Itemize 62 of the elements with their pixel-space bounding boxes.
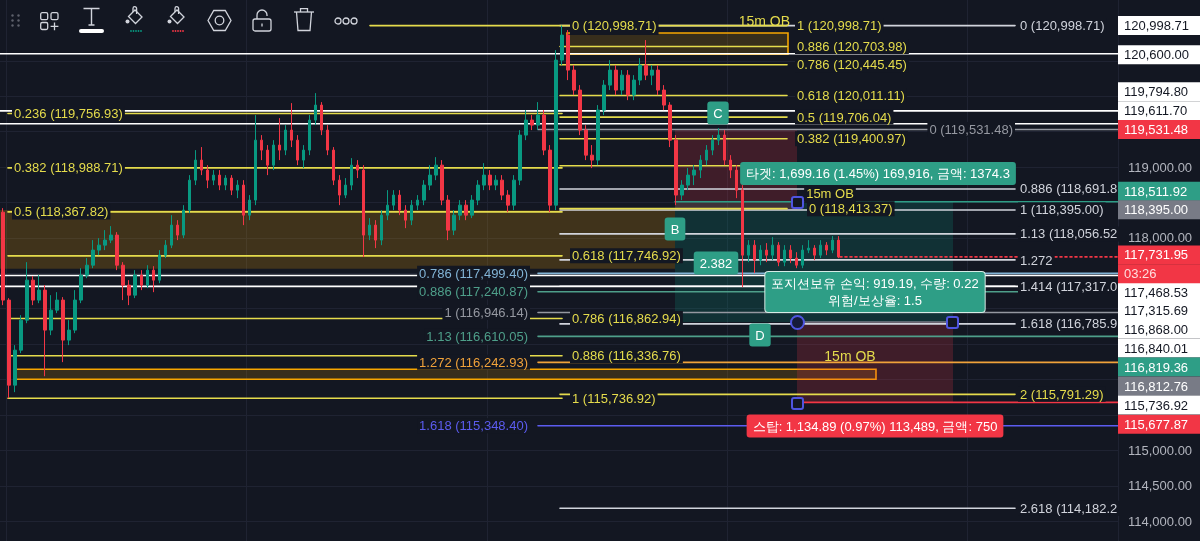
ref-line-label: 1.13 (118,056.52 xyxy=(1020,226,1118,242)
ref-line-label: 0.236 (119,756.93) xyxy=(14,106,123,122)
text: 03:26 xyxy=(1124,266,1157,282)
ref-line-label: 115,677.87 xyxy=(1124,416,1189,432)
annotation: 15m OB xyxy=(806,186,854,201)
text: 116,819.36 xyxy=(1124,359,1189,375)
text: 116,812.76 xyxy=(1124,378,1189,394)
annotation: 2.382 xyxy=(699,255,733,271)
ref-line-label: 1 (118,395.00) xyxy=(1020,202,1104,218)
annotation: 1.272 xyxy=(1020,252,1053,268)
ref-line-label: 117,468.53 xyxy=(1124,284,1189,300)
text: 118,395.00 xyxy=(1124,202,1189,218)
y-tick-label: 114,500.00 xyxy=(1128,478,1193,494)
ref-line-label: 0.886 (116,336.76) xyxy=(572,348,681,364)
ref-line-label: 1 (116,946.14) xyxy=(444,305,528,321)
annotation: 타겟: 1,699.16 (1.45%) 169,916, 금액: 1374.3 xyxy=(746,166,1010,181)
y-tick-label: 118,000.00 xyxy=(1128,230,1193,246)
ref-line-label: 1 (120,998.71) xyxy=(797,18,882,34)
ref-line-label: 119,611.70 xyxy=(1124,103,1188,119)
ref-line-label: 117,315.69 xyxy=(1124,302,1189,318)
ref-line-label: 0.786 (116,862.94) xyxy=(572,310,681,326)
ref-line-label: 0.5 (118,367.82) xyxy=(14,204,109,220)
ref-line-label: 0.786 (120,445.45) xyxy=(797,57,907,73)
ref-line-label: 0.886 (120,703.98) xyxy=(797,38,907,54)
annotation: B xyxy=(670,221,680,237)
ref-line-label: 0.5 (119,706.04) xyxy=(797,109,892,125)
text: 119,531.48 xyxy=(1124,121,1189,137)
ref-line-label: 1.414 (117,317.0 xyxy=(1020,278,1118,294)
ref-line-label: 1.618 (115,348.40) xyxy=(419,418,528,434)
band-label: 15m OB xyxy=(824,348,876,365)
ref-line-label: 0.382 (119,400.97) xyxy=(797,131,906,147)
text: 116,840.01 xyxy=(1124,340,1189,356)
ref-line-label: 1.13 (116,610.05) xyxy=(426,328,528,344)
ref-line-label: 120,600.00 xyxy=(1124,47,1190,63)
y-tick-label: 115,000.00 xyxy=(1128,442,1193,458)
ref-line-label: 2 (115,791.29) xyxy=(1020,386,1104,402)
ref-line-label: 0 (120,998.71) xyxy=(1020,18,1105,34)
annotation: D xyxy=(755,327,765,343)
text: 116,868.00 xyxy=(1124,321,1189,337)
ref-line-label: 119,794.80 xyxy=(1124,84,1189,100)
y-tick-label: 114,000.00 xyxy=(1128,513,1193,529)
y-tick-label: 119,000.00 xyxy=(1128,159,1193,175)
ref-line-label: 0 (119,531.48) xyxy=(929,121,1013,137)
ref-line-label: 1 (115,736.92) xyxy=(572,390,656,406)
ref-line-label: 117,731.95 xyxy=(1124,247,1189,263)
ref-line-label: 0.618 (117,746.92) xyxy=(572,248,681,264)
ref-line-label: 1.272 (116,242.93) xyxy=(419,354,528,370)
ref-line-label: 0.886 (117,240.87) xyxy=(419,284,528,300)
ref-line-label: 1.618 (116,785.9 xyxy=(1020,316,1118,332)
text: 115,736.92 xyxy=(1124,397,1189,413)
ref-line-label: 0.886 (118,691.8 xyxy=(1020,181,1118,197)
ref-line-label: 0.618 (120,011.11) xyxy=(797,88,905,104)
ref-line-label: 118,511.92 xyxy=(1124,183,1188,199)
annotation: 포지션보유 손익: 919.19, 수량: 0.22 위험/보상율: 1.5 xyxy=(771,276,979,308)
ref-line-label: 0.786 (117,499.40) xyxy=(419,265,528,281)
annotation: C xyxy=(713,105,723,121)
annotation: 0 (120,998.71) xyxy=(572,18,657,33)
ref-line-label: 0.382 (118,988.71) xyxy=(14,160,123,176)
annotation: 스탑: 1,134.89 (0.97%) 113,489, 금액: 750 xyxy=(752,418,998,434)
ref-line-label: 0 (118,413.37) xyxy=(809,201,893,217)
ref-line-label: 2.618 (114,182.2 xyxy=(1020,500,1118,516)
text: 120,998.71 xyxy=(1124,18,1190,33)
